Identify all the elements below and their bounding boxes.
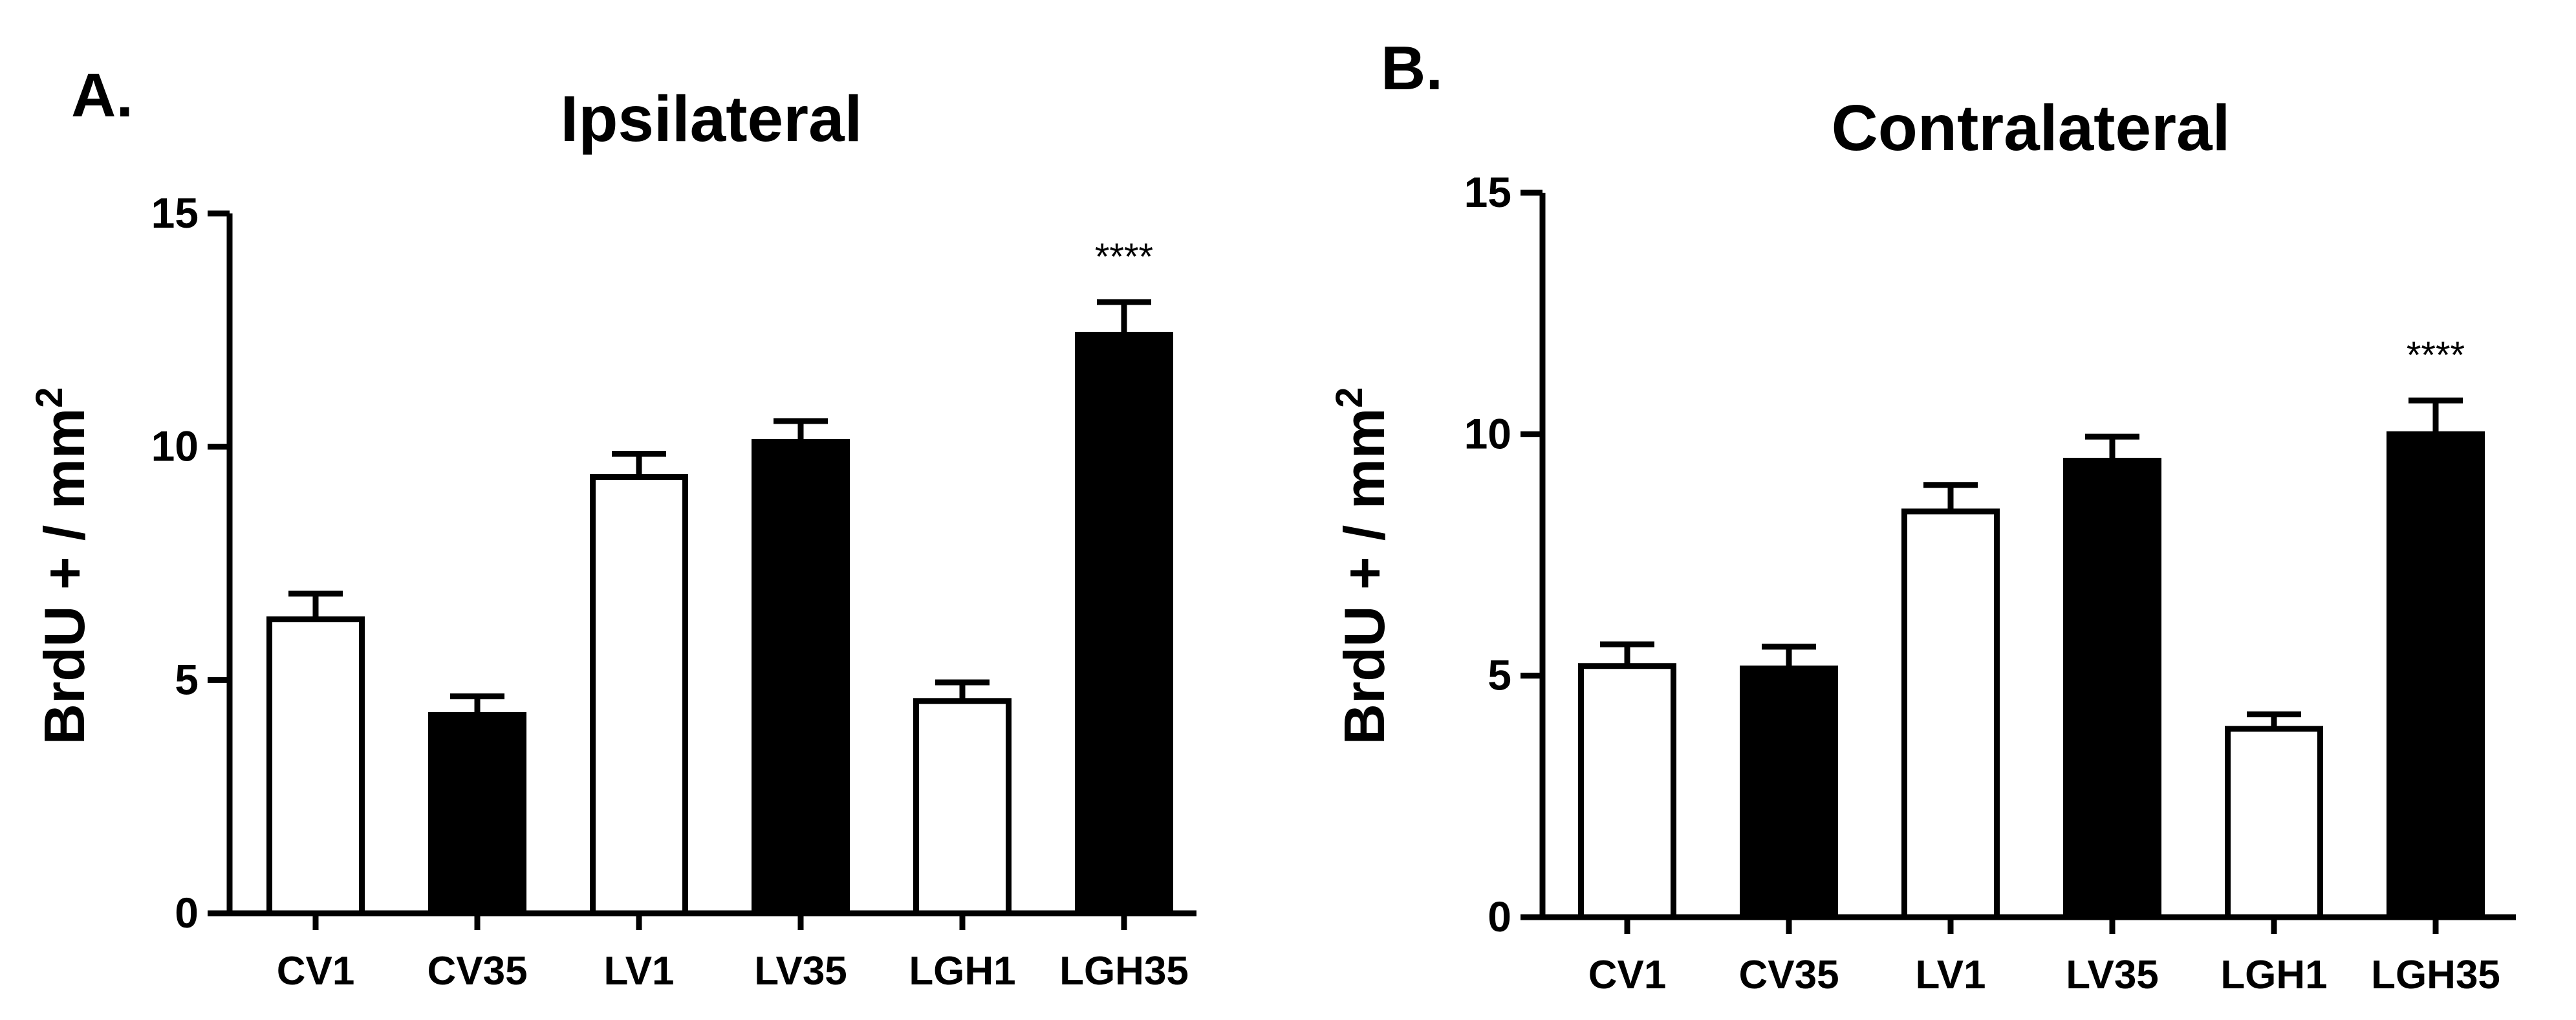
- panel-a-title: Ipsilateral: [561, 83, 863, 155]
- panel-a-category-label-cv35: CV35: [427, 949, 527, 993]
- panel-a-category-label-cv1: CV1: [277, 949, 355, 993]
- panel-b-category-label-cv35: CV35: [1738, 953, 1839, 997]
- panel-b-bar-cv35: [1740, 665, 1838, 920]
- panel-b-bar-lgh1: [2225, 726, 2323, 920]
- panel-a-ylabel-text: BrdU + / mm: [32, 408, 96, 745]
- panel-a: A. Ipsilateral BrdU + / mm2 CV1 CV35 LV1 LV…: [28, 61, 1196, 993]
- panel-b-bar-lv35: [2063, 457, 2161, 920]
- panel-a-category-label-lv35: LV35: [754, 949, 847, 993]
- panel-b-ytick-label-10: 10: [1464, 409, 1511, 457]
- panel-a-plot-area: CV1 CV35 LV1 LV35 LGH1 LGH35 **** 0 5 10 15: [151, 189, 1196, 993]
- panel-a-ytick-label-15: 15: [151, 189, 199, 237]
- panel-b-ylabel-superscript: 2: [1328, 387, 1370, 407]
- panel-a-ytick-label-5: 5: [175, 655, 199, 703]
- panel-b-category-label-lv1: LV1: [1915, 953, 1986, 997]
- panel-b-ylabel: BrdU + / mm2: [1328, 387, 1396, 744]
- panel-b-category-label-lgh35: LGH35: [2371, 953, 2500, 997]
- panel-b-bar-lv1: [1901, 508, 2000, 920]
- panel-a-bar-cv35: [428, 711, 526, 917]
- panel-a-significance-0: ****: [1095, 236, 1153, 278]
- panel-a-bar-lgh35: [1075, 332, 1173, 917]
- panel-a-category-label-lgh1: LGH1: [909, 949, 1015, 993]
- panel-a-ylabel: BrdU + / mm2: [28, 387, 96, 744]
- panel-b-category-label-lgh1: LGH1: [2220, 953, 2327, 997]
- panel-a-ytick-label-0: 0: [175, 889, 199, 937]
- panel-b-bar-lgh35: [2387, 431, 2485, 920]
- panel-a-category-label-lgh35: LGH35: [1059, 949, 1189, 993]
- panel-b-category-label-lv35: LV35: [2066, 953, 2159, 997]
- panel-b-ytick-label-0: 0: [1488, 893, 1511, 940]
- panel-b-letter: B.: [1381, 34, 1443, 103]
- panel-b-ylabel-text: BrdU + / mm: [1332, 408, 1396, 745]
- panel-b-bar-cv1: [1578, 663, 1676, 920]
- panel-a-category-label-lv1: LV1: [603, 949, 674, 993]
- panel-a-ytick-label-10: 10: [151, 422, 199, 470]
- panel-b: B. Contralateral BrdU + / mm2 CV1 CV35 LV1…: [1328, 34, 2516, 997]
- panel-b-plot-area: CV1 CV35 LV1 LV35 LGH1 LGH35 **** 0 5 10 15: [1464, 168, 2516, 997]
- panel-b-ytick-label-15: 15: [1464, 168, 1511, 216]
- panel-a-bar-lv35: [752, 439, 850, 917]
- panel-a-bar-lv1: [590, 474, 688, 917]
- panel-b-category-label-cv1: CV1: [1588, 953, 1667, 997]
- panel-b-ytick-label-5: 5: [1488, 651, 1511, 699]
- panel-b-significance-0: ****: [2407, 334, 2465, 376]
- panel-a-bar-lgh1: [913, 698, 1012, 917]
- panel-b-title: Contralateral: [1832, 92, 2231, 164]
- panel-a-bar-cv1: [266, 616, 365, 917]
- panel-a-ylabel-superscript: 2: [28, 387, 70, 407]
- panel-a-letter: A.: [71, 61, 133, 130]
